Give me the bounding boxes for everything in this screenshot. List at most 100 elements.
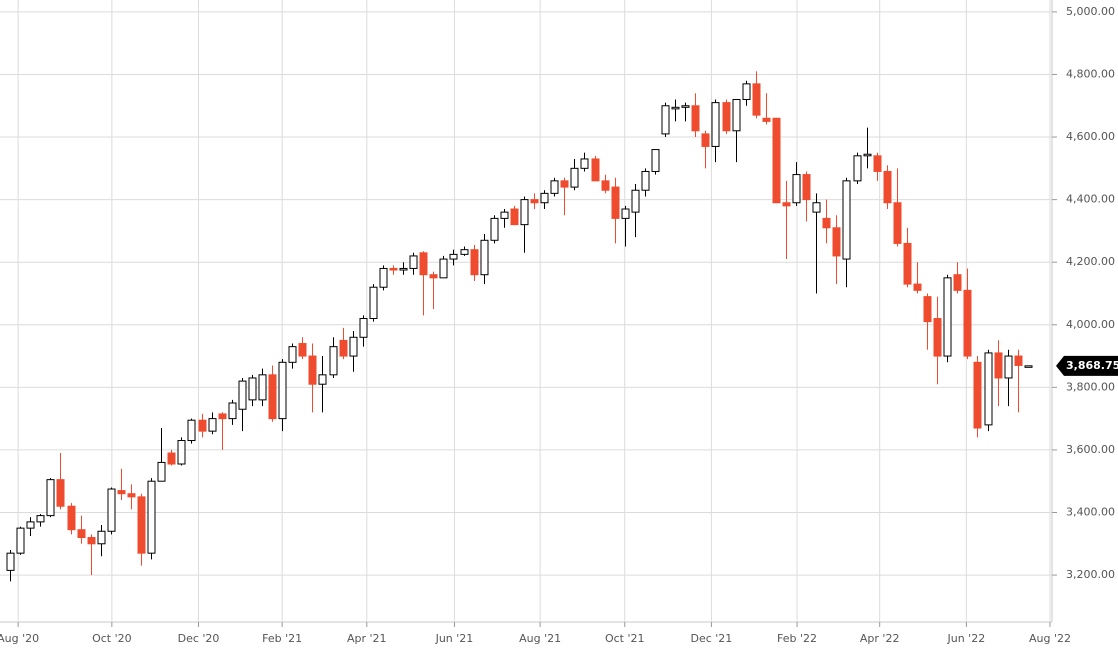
candle [681,102,690,122]
candle [984,349,993,432]
candle [752,71,761,119]
candle-body [460,249,469,255]
candle [691,93,700,138]
candle-body [651,149,660,172]
candle-body [530,199,539,204]
y-tick-label: 3,400.00 [1066,505,1115,518]
candle [288,343,297,369]
candle [782,180,791,260]
x-tick-label: Dec '21 [691,632,733,645]
x-tick-label: Oct '21 [605,632,645,645]
candle-body [621,208,630,219]
candle-body [701,133,710,147]
y-tick-label: 3,200.00 [1066,568,1115,581]
candle [419,251,428,316]
candle-body [87,537,96,545]
candle [933,296,942,385]
candle-body [933,318,942,357]
candle-body [67,505,76,531]
candle [369,284,378,322]
candle-body [752,83,761,116]
candle-body [661,105,670,135]
candle-body [601,180,610,191]
candle [873,152,882,181]
candle [198,413,207,438]
candle [772,117,781,204]
candle [248,374,257,407]
candle [943,274,952,363]
x-tick-label: Feb '21 [262,632,302,645]
candle-body [258,374,267,401]
candle [903,227,912,288]
candle [722,99,731,134]
candle-body [490,217,499,241]
candle [510,205,519,226]
candle-body [641,170,650,191]
candle [107,487,116,535]
candle [329,337,338,378]
candle-body [1004,355,1013,379]
candle-body [329,346,338,376]
candle [973,356,982,438]
candle-body [308,355,317,385]
candle-body [953,274,962,291]
candle [550,177,559,197]
candle [349,331,358,372]
candle [339,327,348,360]
candle [409,252,418,275]
candle-body [46,479,55,517]
candle-body [722,102,731,132]
candle [540,190,549,210]
candle [167,449,176,466]
candle-body [994,352,1003,379]
candle-body [218,413,227,420]
candle [1004,349,1013,407]
candle-body [349,336,358,357]
candle [580,152,589,172]
candle-body [268,374,277,420]
candle-body [379,267,388,288]
candle-body [520,199,529,226]
candle-body [691,105,700,132]
candle-body [238,380,247,410]
candle [792,162,801,206]
y-tick-label: 4,000.00 [1066,318,1115,331]
candle [480,234,489,285]
y-tick-label: 3,800.00 [1066,380,1115,393]
candle-body [560,180,569,188]
y-tick-label: 4,400.00 [1066,193,1115,206]
candle [449,249,458,266]
candle [67,503,76,535]
candle [621,205,630,247]
candle-body [480,239,489,276]
candle-body [77,529,86,539]
x-tick-label: Dec '20 [178,632,220,645]
candle [77,515,86,544]
candle-body [318,374,327,385]
candle-body [228,402,237,420]
candle [26,517,35,536]
candle [147,478,156,560]
candle-body [963,289,972,357]
candle-body [591,158,600,182]
candle [218,412,227,450]
candle-body [822,217,831,229]
candle [470,244,479,281]
candle-body [832,227,841,257]
candle [802,171,811,222]
candle [812,193,821,294]
candle-body [56,479,65,507]
candle-body [842,180,851,260]
candle-body [792,174,801,204]
candle [238,377,247,432]
x-tick-label: Aug '20 [0,632,39,645]
candle [1024,365,1033,368]
candle [429,271,438,310]
candle-body [97,530,106,545]
candle [832,215,841,285]
candle-body [419,252,428,276]
candle [177,437,186,466]
candle-body [117,490,126,495]
x-tick-label: Oct '20 [92,632,132,645]
candle [187,418,196,444]
